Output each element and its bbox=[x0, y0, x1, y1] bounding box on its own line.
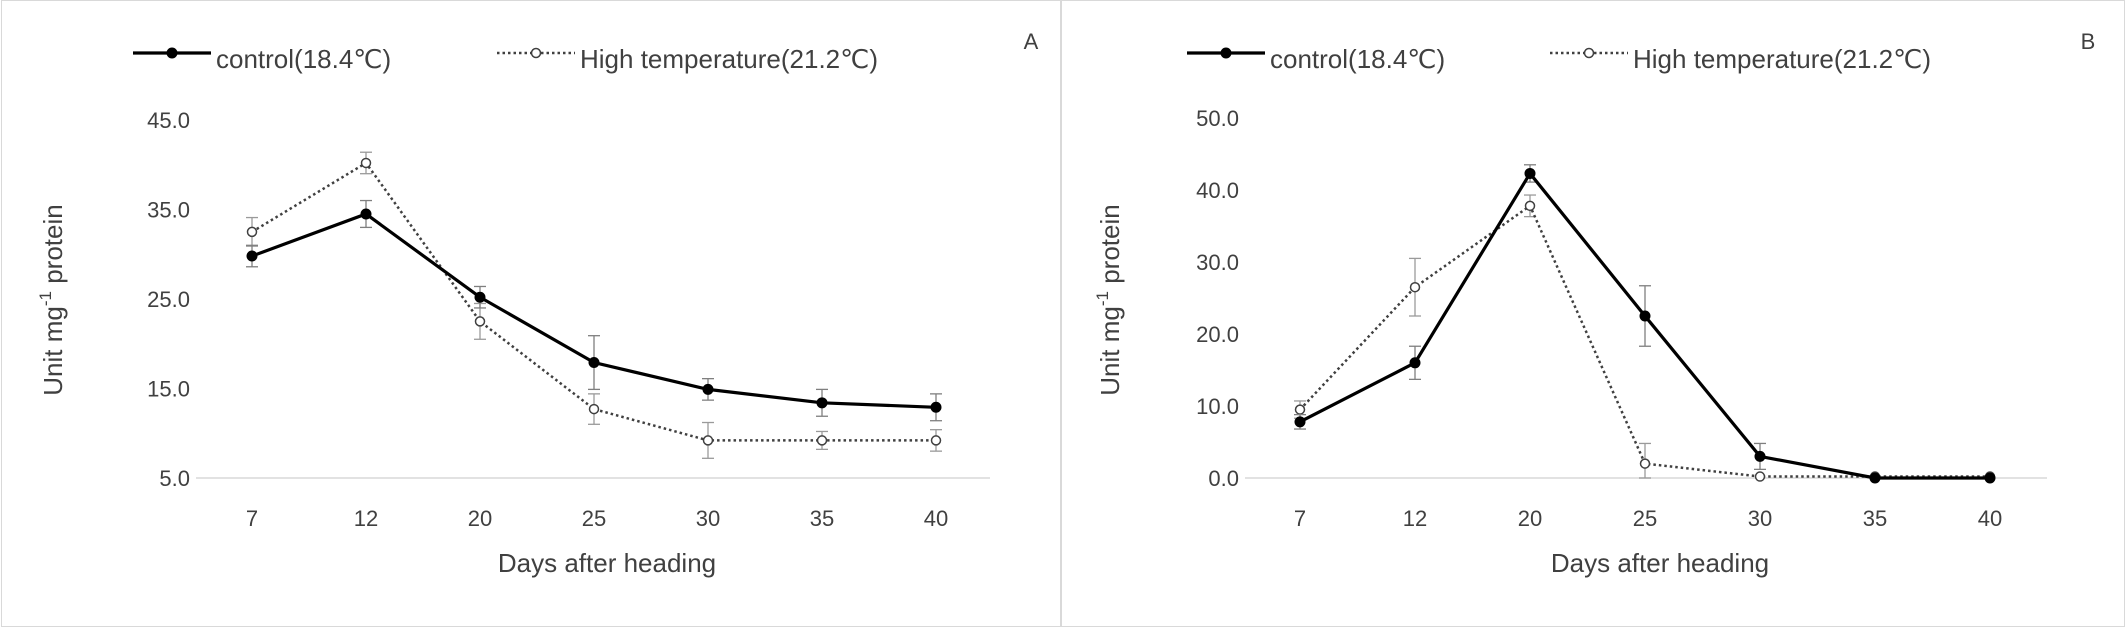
panel-b-frame bbox=[1061, 0, 2125, 627]
chart-a-x-tick-label: 20 bbox=[468, 506, 492, 531]
chart-a-y-tick-label: 15.0 bbox=[147, 377, 190, 402]
chart-b-y-axis-title-end: protein bbox=[1095, 204, 1125, 291]
chart-a-y-axis-title-sup: -1 bbox=[36, 291, 55, 306]
chart-b-y-tick-label: 30.0 bbox=[1196, 250, 1239, 275]
chart-b-legend-label: High temperature(21.2℃) bbox=[1633, 44, 1931, 74]
chart-a-y-tick-label: 45.0 bbox=[147, 108, 190, 133]
chart-a-data-point bbox=[702, 435, 714, 446]
chart-a-data-point bbox=[930, 435, 942, 446]
chart-a: 5.0 15.0 25.0 35.0 45.0 7 12 20 25 30 35 40 Days aft… bbox=[36, 29, 1039, 578]
chart-b-data-point bbox=[1869, 472, 1881, 484]
chart-a-legend-marker bbox=[166, 47, 178, 59]
chart-b-y-tick-label: 10.0 bbox=[1196, 394, 1239, 419]
chart-b-y-axis-title: Unit mg-1 protein bbox=[1093, 204, 1125, 395]
chart-b-data-point bbox=[1524, 200, 1536, 212]
chart-b-data-point bbox=[1524, 167, 1536, 179]
chart-b-y-axis-title-main: Unit mg bbox=[1095, 306, 1125, 396]
chart-b-x-tick-label: 40 bbox=[1978, 506, 2002, 531]
chart-b-data-point bbox=[1639, 458, 1651, 469]
chart-b-series-control bbox=[1294, 164, 1996, 484]
chart-a-y-tick-label: 5.0 bbox=[159, 466, 190, 491]
chart-b-legend-marker bbox=[1583, 47, 1595, 59]
chart-a-y-tick-label: 25.0 bbox=[147, 287, 190, 312]
chart-b-x-tick-label: 12 bbox=[1403, 506, 1427, 531]
chart-b-data-point bbox=[1294, 404, 1306, 415]
chart-b-x-tick-label: 30 bbox=[1748, 506, 1772, 531]
chart-b-data-point bbox=[1409, 357, 1421, 369]
chart-a-x-tick-label: 40 bbox=[924, 506, 948, 531]
chart-a-data-point bbox=[588, 403, 600, 415]
chart-b-data-point bbox=[1409, 281, 1421, 293]
chart-a-x-tick-label: 12 bbox=[354, 506, 378, 531]
chart-b-x-tick-label: 35 bbox=[1863, 506, 1887, 531]
chart-a-x-axis-title: Days after heading bbox=[498, 548, 716, 578]
chart-b-x-axis-title: Days after heading bbox=[1551, 548, 1769, 578]
chart-a-legend-marker bbox=[530, 47, 542, 59]
chart-a-y-axis-title-end: protein bbox=[38, 204, 68, 291]
chart-a-data-point bbox=[702, 383, 714, 395]
chart-a-data-point bbox=[246, 250, 258, 262]
chart-b-data-point bbox=[1639, 310, 1651, 322]
chart-a-series-high-temperature bbox=[246, 151, 942, 459]
chart-b-series-high-temperature bbox=[1294, 194, 1996, 482]
chart-b-y-tick-label: 20.0 bbox=[1196, 322, 1239, 347]
chart-a-series-control bbox=[246, 199, 942, 422]
chart-a-y-axis-title: Unit mg-1 protein bbox=[36, 204, 68, 395]
chart-a-x-tick-label: 35 bbox=[810, 506, 834, 531]
panel-a-frame bbox=[1, 0, 1061, 627]
chart-b-y-axis-title-sup: -1 bbox=[1093, 291, 1112, 306]
chart-b-data-point bbox=[1294, 416, 1306, 428]
chart-b-legend-label: control(18.4℃) bbox=[1270, 44, 1445, 74]
chart-a-legend-label: High temperature(21.2℃) bbox=[580, 44, 878, 74]
chart-a-x-tick-label: 30 bbox=[696, 506, 720, 531]
chart-a-data-point bbox=[588, 357, 600, 369]
chart-a-data-point bbox=[816, 397, 828, 409]
chart-b-data-point bbox=[1754, 450, 1766, 462]
chart-b: 0.0 10.0 20.0 30.0 40.0 50.0 7 12 20 25 30 35 40 Days… bbox=[1093, 29, 2095, 578]
chart-b-x-tick-label: 20 bbox=[1518, 506, 1542, 531]
chart-b-legend-marker bbox=[1220, 47, 1232, 59]
chart-b-x-tick-label: 7 bbox=[1294, 506, 1306, 531]
chart-b-data-point bbox=[1754, 471, 1766, 482]
chart-b-y-tick-label: 40.0 bbox=[1196, 178, 1239, 203]
chart-a-y-axis-title-main: Unit mg bbox=[38, 306, 68, 396]
chart-a-panel-label: A bbox=[1024, 29, 1039, 54]
chart-a-x-tick-label: 25 bbox=[582, 506, 606, 531]
chart-a-legend-label: control(18.4℃) bbox=[216, 44, 391, 74]
chart-b-legend: control(18.4℃) High temperature(21.2℃) bbox=[1187, 44, 1931, 74]
chart-b-panel-label: B bbox=[2081, 29, 2096, 54]
chart-b-x-tick-label: 25 bbox=[1633, 506, 1657, 531]
chart-a-x-tick-label: 7 bbox=[246, 506, 258, 531]
chart-a-y-tick-label: 35.0 bbox=[147, 198, 190, 223]
chart-a-data-point bbox=[246, 226, 258, 238]
chart-a-legend: control(18.4℃) High temperature(21.2℃) bbox=[133, 44, 878, 74]
chart-b-data-point bbox=[1984, 472, 1996, 484]
chart-b-y-tick-label: 50.0 bbox=[1196, 106, 1239, 131]
chart-b-y-tick-label: 0.0 bbox=[1208, 466, 1239, 491]
chart-a-data-point bbox=[474, 316, 486, 327]
chart-a-data-point bbox=[360, 208, 372, 220]
chart-a-data-point bbox=[816, 435, 828, 446]
chart-a-data-point bbox=[930, 401, 942, 413]
chart-a-data-point bbox=[474, 291, 486, 303]
chart-a-data-point bbox=[360, 157, 372, 169]
